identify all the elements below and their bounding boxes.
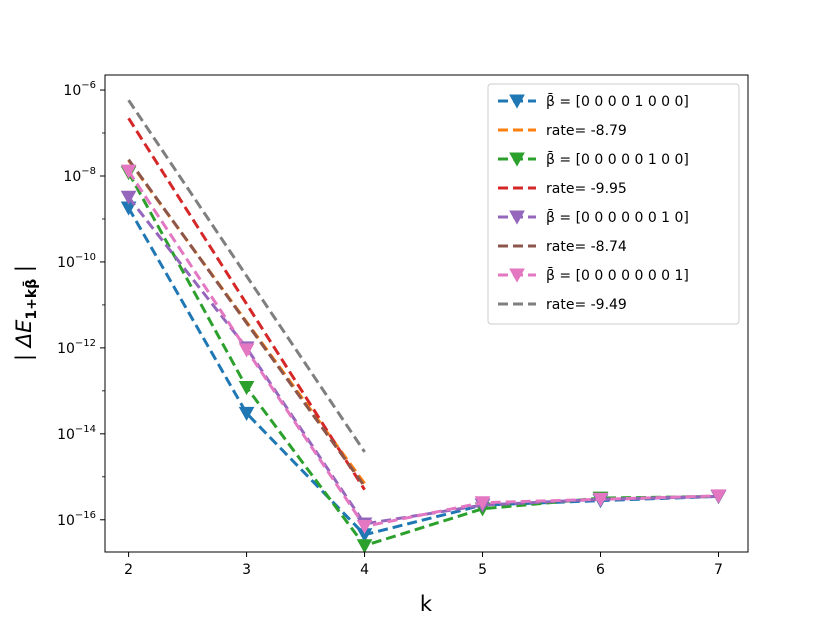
plot-frame bbox=[104, 74, 749, 553]
x-tick-label: 5 bbox=[478, 562, 487, 578]
series-line bbox=[127, 117, 366, 491]
series-line bbox=[127, 170, 719, 529]
legend-item: β̄ = [0 0 0 0 1 0 0 0] bbox=[498, 92, 689, 110]
x-tick-label: 7 bbox=[714, 562, 723, 578]
legend-item: β̄ = [0 0 0 0 0 0 0 1] bbox=[498, 266, 689, 284]
data-point bbox=[356, 539, 373, 554]
y-tick-label: 10−14 bbox=[57, 424, 96, 443]
legend-label: rate= -8.74 bbox=[546, 239, 627, 255]
y-axis-label: | ΔE1+kβ̄ | bbox=[12, 265, 40, 361]
legend-item: β̄ = [0 0 0 0 0 0 1 0] bbox=[498, 208, 689, 226]
legend-item: rate= -8.79 bbox=[498, 123, 627, 139]
legend-label: rate= -9.95 bbox=[546, 181, 627, 197]
data-point bbox=[120, 164, 137, 179]
legend-item: rate= -9.49 bbox=[498, 297, 627, 313]
data-point bbox=[120, 190, 137, 205]
y-tick-label: 10−10 bbox=[57, 252, 96, 271]
data-point bbox=[592, 492, 609, 507]
legend-frame bbox=[487, 83, 740, 325]
x-tick-label: 6 bbox=[596, 562, 605, 578]
legend-label: rate= -8.79 bbox=[546, 123, 627, 139]
x-axis-ticks: 2 3 4 5 6 7 bbox=[124, 552, 723, 578]
series-6 bbox=[120, 164, 727, 535]
x-tick-label: 4 bbox=[360, 562, 369, 578]
x-axis-label: k bbox=[420, 592, 433, 616]
legend-label: β̄ = [0 0 0 0 1 0 0 0] bbox=[546, 92, 689, 110]
data-point bbox=[238, 380, 255, 396]
data-point bbox=[238, 343, 255, 358]
legend-label: rate= -9.49 bbox=[546, 297, 627, 313]
series-line bbox=[127, 158, 366, 488]
legend-item: β̄ = [0 0 0 0 0 1 0 0] bbox=[498, 150, 689, 168]
y-tick-label: 10−8 bbox=[63, 166, 96, 185]
legend-item: rate= -9.95 bbox=[498, 181, 627, 197]
y-axis-label-tail: | bbox=[12, 265, 37, 279]
series-5 bbox=[127, 158, 366, 488]
y-axis-label-subscript: 1+kβ̄ bbox=[21, 279, 40, 320]
series-7 bbox=[127, 99, 366, 453]
legend-marker bbox=[509, 152, 525, 167]
y-tick-label: 10−16 bbox=[57, 510, 96, 529]
y-tick-label: 10−6 bbox=[63, 80, 96, 99]
legend-label: β̄ = [0 0 0 0 0 1 0 0] bbox=[546, 150, 689, 168]
series-line bbox=[127, 99, 366, 453]
y-axis-label-main: | ΔE bbox=[12, 319, 37, 361]
data-point bbox=[238, 406, 255, 422]
legend-item: rate= -8.74 bbox=[498, 239, 627, 255]
legend-marker bbox=[509, 210, 525, 225]
y-axis-ticks: 10−6 10−8 10−10 10−12 10−14 10−16 bbox=[57, 80, 105, 529]
series-3 bbox=[127, 117, 366, 491]
data-point bbox=[474, 496, 491, 511]
legend-marker bbox=[509, 94, 525, 109]
data-point bbox=[710, 489, 727, 504]
legend-label: β̄ = [0 0 0 0 0 0 1 0] bbox=[546, 208, 689, 226]
series-layer bbox=[120, 99, 727, 554]
legend: β̄ = [0 0 0 0 1 0 0 0] rate= -8.79 β̄ = [0… bbox=[487, 83, 740, 325]
legend-marker bbox=[509, 268, 525, 283]
svg-text:| ΔE1+kβ̄ |: | ΔE1+kβ̄ | bbox=[12, 265, 40, 361]
legend-label: β̄ = [0 0 0 0 0 0 0 1] bbox=[546, 266, 689, 284]
x-tick-label: 3 bbox=[242, 562, 251, 578]
x-tick-label: 2 bbox=[124, 562, 133, 578]
series-line bbox=[127, 171, 719, 548]
y-tick-label: 10−12 bbox=[57, 338, 96, 357]
data-point bbox=[356, 519, 373, 535]
